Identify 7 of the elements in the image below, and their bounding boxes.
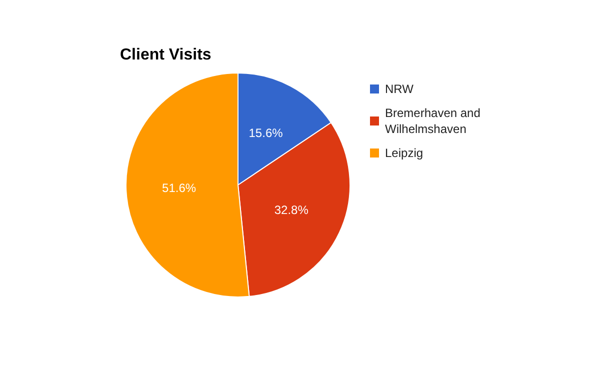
data-label: 15.6% [248,126,284,140]
data-label: 32.8% [274,203,309,218]
legend-label: Bremerhaven and Wilhelmshaven [385,106,484,136]
data-label: 51.6% [162,180,196,195]
legend-label: NRW [385,82,414,96]
legend-label: Leipzig [385,146,424,160]
chart-title: Client Visits [120,46,212,64]
